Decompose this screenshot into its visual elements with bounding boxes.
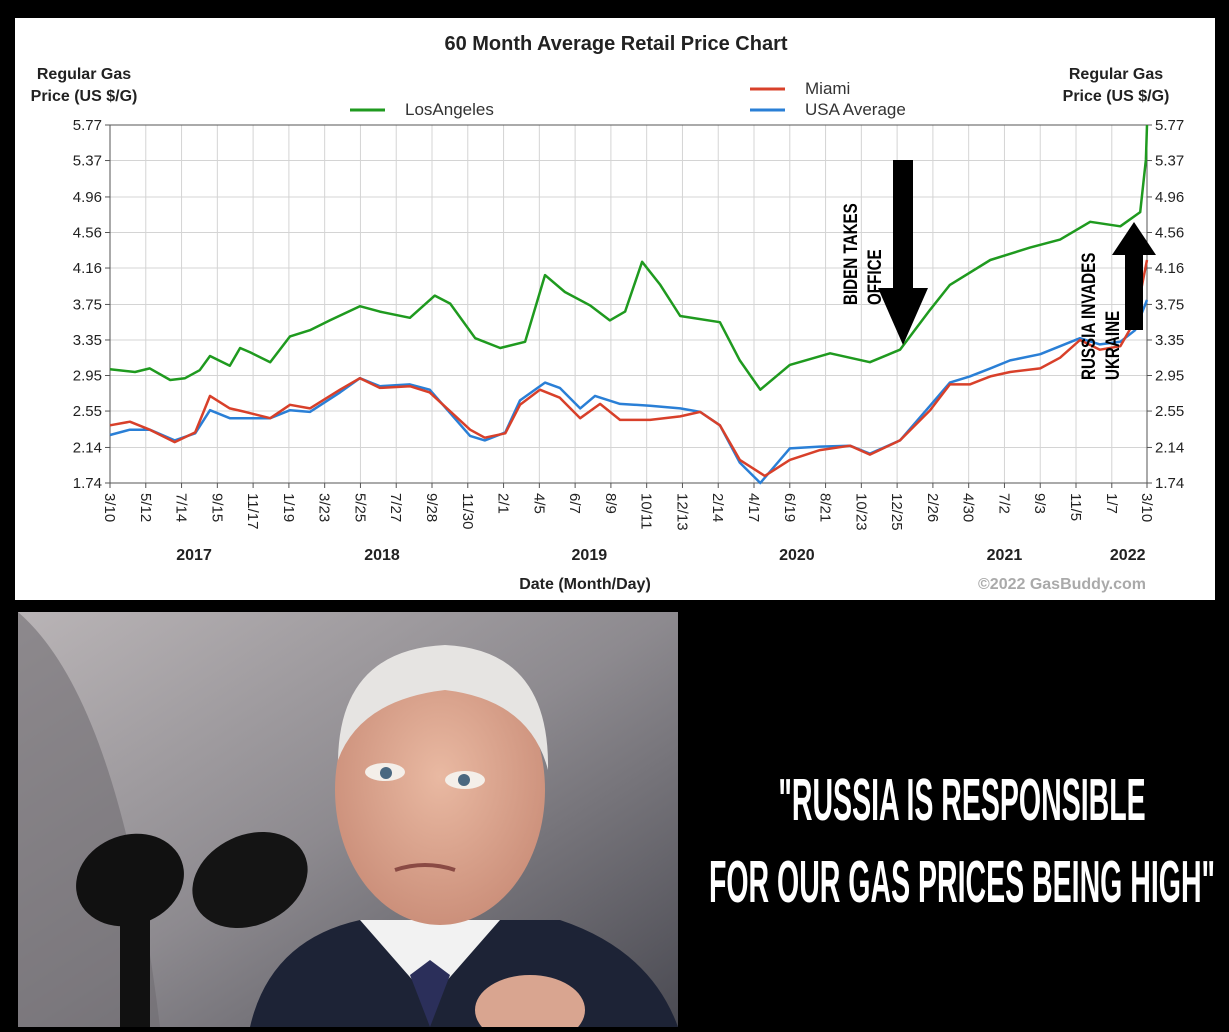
x-tick-label: 5/25 (351, 493, 368, 522)
y2-tick-label: 2.55 (1155, 403, 1184, 420)
y-tick-label: 4.56 (73, 224, 102, 241)
y-tick-label: 5.77 (73, 117, 102, 134)
x-tick-label: 3/23 (316, 493, 333, 522)
y2-tick-label: 3.35 (1155, 332, 1184, 349)
chart-panel (15, 18, 1215, 600)
x-tick-label: 1/19 (280, 493, 297, 522)
y2-tick-label: 5.37 (1155, 153, 1184, 170)
x-tick-label: 8/9 (602, 493, 619, 514)
y-tick-label: 2.55 (73, 403, 102, 420)
y2-tick-label: 3.75 (1155, 296, 1184, 313)
y-tick-label: 4.16 (73, 260, 102, 277)
y-tick-label: 2.95 (73, 368, 102, 385)
y-axis-label: Regular Gas (37, 66, 131, 83)
x-tick-label: 3/10 (1138, 493, 1155, 522)
y-tick-label: 2.14 (73, 439, 102, 456)
x-tick-label: 12/13 (673, 493, 690, 531)
caption-line: FOR OUR GAS PRICES BEING HIGH" (709, 848, 1215, 914)
y-axis-label: Price (US $/G) (31, 88, 138, 105)
x-tick-label: 4/30 (960, 493, 977, 522)
annotation-text: UKRAINE (1101, 311, 1123, 380)
x-tick-label: 11/17 (244, 493, 261, 529)
year-label: 2022 (1110, 547, 1146, 564)
year-label: 2021 (987, 547, 1023, 564)
legend-label: Miami (805, 79, 850, 98)
annotation-text: RUSSIA INVADES (1077, 253, 1099, 380)
x-tick-label: 11/5 (1067, 493, 1084, 521)
y-tick-label: 1.74 (73, 475, 102, 492)
x-tick-label: 4/5 (530, 493, 547, 514)
x-tick-label: 6/19 (781, 493, 798, 522)
chart: 1.74 2.14 2.55 2.95 3.35 3.75 4.16 4.56 4.96 5.37… (31, 33, 1185, 593)
y2-tick-label: 4.56 (1155, 224, 1184, 241)
source: ©2022 GasBuddy.com (978, 576, 1146, 593)
y2-tick-label: 4.16 (1155, 260, 1184, 277)
x-tick-label: 9/15 (208, 493, 225, 522)
y2-axis-label: Regular Gas (1069, 66, 1163, 83)
series-line (109, 259, 1149, 478)
x-tick-label: 1/7 (1103, 493, 1120, 514)
legend-label: LosAngeles (405, 100, 494, 119)
y-tick-label: 3.75 (73, 296, 102, 313)
year-label: 2019 (572, 547, 608, 564)
series-line (109, 124, 1149, 391)
annotation-arrow (878, 160, 928, 345)
x-tick-label: 9/28 (423, 493, 440, 522)
caption-line: "RUSSIA IS RESPONSIBLE (778, 766, 1145, 832)
x-axis-label: Date (Month/Day) (519, 576, 651, 593)
y-tick-label: 5.37 (73, 153, 102, 170)
y-tick-label: 4.96 (73, 189, 102, 206)
y2-tick-label: 1.74 (1155, 475, 1184, 492)
x-tick-label: 2/14 (709, 493, 726, 522)
chart-title: 60 Month Average Retail Price Chart (444, 33, 787, 55)
annotation-text: BIDEN TAKES (839, 203, 861, 305)
year-label: 2017 (176, 547, 212, 564)
x-tick-label: 8/21 (817, 493, 834, 522)
x-tick-label: 7/27 (387, 493, 404, 522)
x-tick-label: 9/3 (1031, 493, 1048, 514)
x-tick-label: 7/14 (173, 493, 190, 522)
caption: "RUSSIA IS RESPONSIBLE FOR OUR GAS PRICE… (709, 766, 1215, 914)
x-tick-label: 5/12 (137, 493, 154, 522)
y2-axis-label: Price (US $/G) (1063, 88, 1170, 105)
annotation-text: OFFICE (863, 249, 885, 305)
x-tick-label: 11/30 (459, 493, 476, 529)
y2-tick-label: 2.95 (1155, 368, 1184, 385)
y2-tick-label: 5.77 (1155, 117, 1184, 134)
photo (18, 612, 678, 1032)
x-tick-label: 2/1 (495, 493, 512, 514)
legend-label: USA Average (805, 100, 906, 119)
x-tick-label: 12/25 (888, 493, 905, 531)
x-tick-label: 3/10 (101, 493, 118, 522)
year-label: 2020 (779, 547, 815, 564)
x-tick-label: 4/17 (745, 493, 762, 522)
year-label: 2018 (364, 547, 400, 564)
x-tick-label: 7/2 (995, 493, 1012, 514)
x-tick-label: 2/26 (924, 493, 941, 522)
y2-tick-label: 4.96 (1155, 189, 1184, 206)
annotation-arrow (1112, 222, 1156, 330)
x-tick-label: 10/23 (852, 493, 869, 531)
y-tick-label: 3.35 (73, 332, 102, 349)
x-tick-label: 6/7 (566, 493, 583, 514)
x-tick-label: 10/11 (638, 493, 655, 529)
y2-tick-label: 2.14 (1155, 439, 1184, 456)
